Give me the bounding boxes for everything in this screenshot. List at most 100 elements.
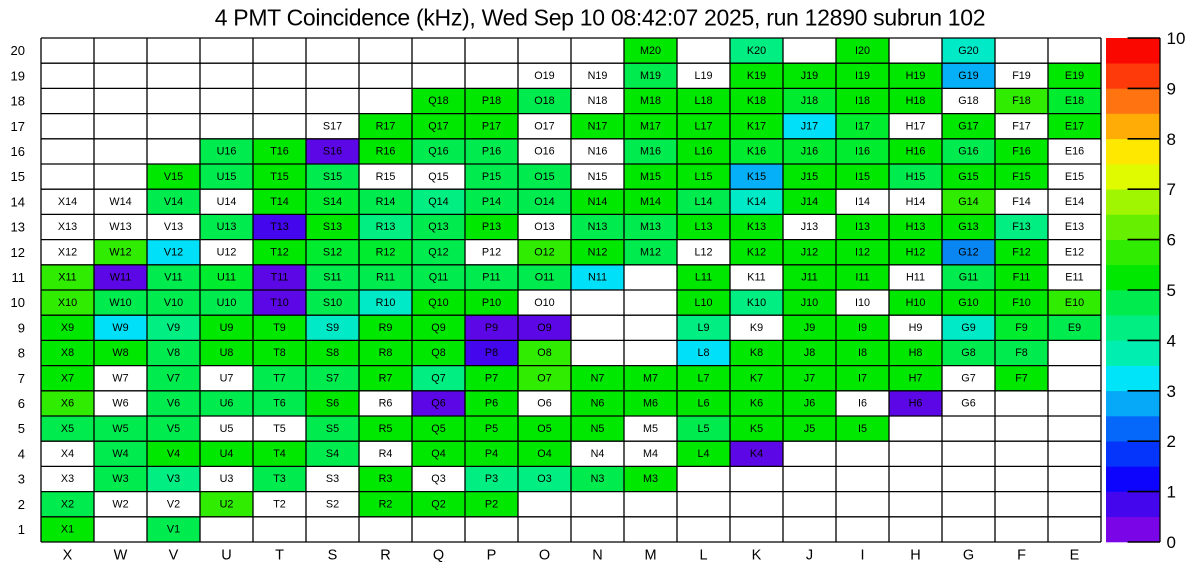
- svg-text:F8: F8: [1015, 347, 1028, 359]
- svg-text:W9: W9: [112, 322, 128, 334]
- svg-text:P5: P5: [485, 423, 498, 435]
- svg-text:H: H: [910, 548, 920, 564]
- svg-text:V8: V8: [167, 347, 180, 359]
- svg-text:P12: P12: [482, 246, 501, 258]
- svg-text:L6: L6: [697, 398, 709, 410]
- svg-text:R6: R6: [379, 398, 393, 410]
- svg-text:P17: P17: [482, 120, 501, 132]
- svg-text:H9: H9: [909, 322, 923, 334]
- svg-text:W7: W7: [112, 372, 128, 384]
- svg-text:R4: R4: [379, 448, 393, 460]
- svg-text:V4: V4: [167, 448, 180, 460]
- svg-text:T6: T6: [273, 398, 286, 410]
- svg-text:Q5: Q5: [431, 423, 445, 435]
- svg-text:P6: P6: [485, 398, 498, 410]
- svg-text:W3: W3: [112, 473, 128, 485]
- svg-text:P2: P2: [485, 498, 498, 510]
- svg-text:Q15: Q15: [428, 171, 448, 183]
- svg-text:O15: O15: [534, 171, 554, 183]
- svg-text:J18: J18: [801, 95, 818, 107]
- svg-text:R16: R16: [376, 146, 396, 158]
- svg-text:S5: S5: [326, 423, 339, 435]
- svg-text:S13: S13: [323, 221, 342, 233]
- svg-text:M20: M20: [640, 45, 661, 57]
- svg-text:H14: H14: [906, 196, 926, 208]
- svg-text:V6: V6: [167, 398, 180, 410]
- svg-text:G20: G20: [958, 45, 978, 57]
- svg-text:X9: X9: [61, 322, 74, 334]
- svg-text:T: T: [275, 548, 284, 564]
- svg-text:1: 1: [18, 522, 25, 537]
- svg-text:F17: F17: [1012, 120, 1031, 132]
- svg-text:5: 5: [1167, 281, 1176, 300]
- svg-text:U: U: [221, 548, 231, 564]
- svg-text:S12: S12: [323, 246, 342, 258]
- svg-text:U11: U11: [217, 272, 236, 284]
- svg-text:W10: W10: [109, 297, 131, 309]
- svg-text:N: N: [592, 548, 602, 564]
- svg-text:L9: L9: [697, 322, 709, 334]
- svg-text:S15: S15: [323, 171, 342, 183]
- svg-text:I7: I7: [858, 372, 867, 384]
- svg-text:E: E: [1070, 548, 1080, 564]
- svg-text:V3: V3: [167, 473, 180, 485]
- svg-text:K6: K6: [750, 398, 763, 410]
- svg-text:S11: S11: [323, 272, 341, 284]
- svg-text:I15: I15: [855, 171, 870, 183]
- svg-text:O11: O11: [535, 272, 555, 284]
- svg-text:W11: W11: [110, 272, 131, 284]
- svg-text:K18: K18: [747, 95, 766, 107]
- svg-text:M13: M13: [640, 221, 661, 233]
- svg-text:V13: V13: [164, 221, 183, 233]
- svg-text:E11: E11: [1065, 272, 1083, 284]
- svg-text:11: 11: [12, 270, 26, 285]
- svg-text:H18: H18: [906, 95, 926, 107]
- svg-text:M14: M14: [640, 196, 661, 208]
- svg-text:X1: X1: [61, 524, 74, 536]
- svg-text:J10: J10: [801, 297, 818, 309]
- svg-text:13: 13: [11, 220, 25, 235]
- svg-text:F18: F18: [1012, 95, 1031, 107]
- svg-text:I17: I17: [855, 120, 870, 132]
- svg-text:N17: N17: [588, 120, 608, 132]
- svg-text:T16: T16: [270, 146, 289, 158]
- svg-text:S4: S4: [326, 448, 339, 460]
- svg-text:P9: P9: [485, 322, 498, 334]
- svg-text:U6: U6: [220, 398, 234, 410]
- svg-text:S6: S6: [326, 398, 339, 410]
- svg-text:F16: F16: [1012, 146, 1031, 158]
- svg-text:L19: L19: [694, 70, 712, 82]
- svg-text:M3: M3: [643, 473, 658, 485]
- svg-text:O3: O3: [537, 473, 551, 485]
- svg-text:S9: S9: [326, 322, 339, 334]
- svg-text:K14: K14: [747, 196, 766, 208]
- svg-text:U2: U2: [220, 498, 234, 510]
- svg-text:J12: J12: [801, 246, 818, 258]
- svg-text:R5: R5: [379, 423, 393, 435]
- svg-text:L5: L5: [697, 423, 709, 435]
- svg-text:N11: N11: [588, 272, 607, 284]
- svg-text:U15: U15: [217, 171, 237, 183]
- svg-text:L18: L18: [694, 95, 712, 107]
- svg-text:N5: N5: [591, 423, 605, 435]
- svg-text:R2: R2: [379, 498, 393, 510]
- svg-text:F7: F7: [1015, 372, 1028, 384]
- svg-text:P11: P11: [482, 272, 500, 284]
- svg-text:R7: R7: [379, 372, 393, 384]
- svg-text:3: 3: [18, 472, 25, 487]
- svg-text:L7: L7: [697, 372, 709, 384]
- svg-text:X13: X13: [58, 221, 77, 233]
- svg-text:M18: M18: [640, 95, 661, 107]
- svg-text:T11: T11: [271, 272, 289, 284]
- svg-text:T13: T13: [270, 221, 289, 233]
- svg-text:S3: S3: [326, 473, 339, 485]
- svg-text:M16: M16: [640, 146, 661, 158]
- svg-text:G10: G10: [958, 297, 978, 309]
- svg-text:T9: T9: [273, 322, 286, 334]
- svg-text:W12: W12: [109, 246, 131, 258]
- svg-text:I12: I12: [855, 246, 870, 258]
- svg-text:T10: T10: [270, 297, 289, 309]
- svg-text:S17: S17: [323, 120, 342, 132]
- svg-text:E12: E12: [1065, 246, 1084, 258]
- svg-text:4 PMT Coincidence (kHz), Wed S: 4 PMT Coincidence (kHz), Wed Sep 10 08:4…: [215, 5, 986, 31]
